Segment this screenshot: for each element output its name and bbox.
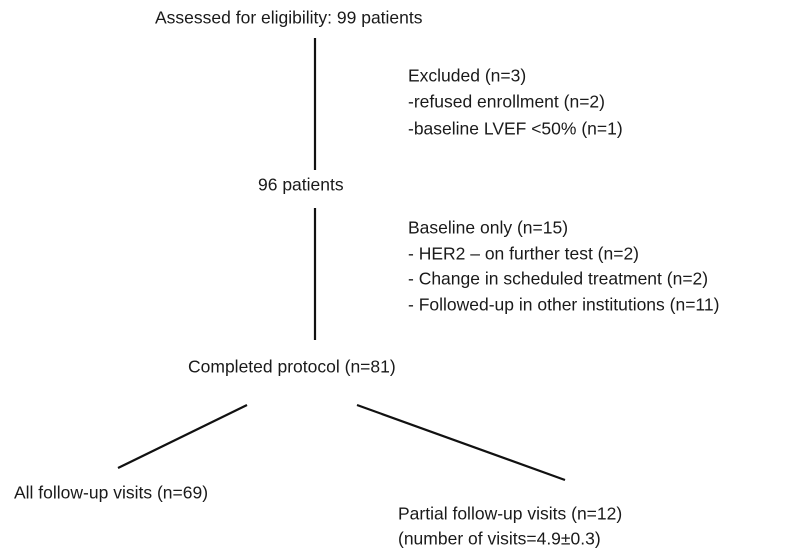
node-text: Baseline only (n=15) — [408, 218, 568, 238]
node-text: - Change in scheduled treatment (n=2) — [408, 269, 708, 289]
node-text: Completed protocol (n=81) — [188, 357, 396, 377]
connector — [117, 404, 248, 469]
node-text: Excluded (n=3) — [408, 66, 526, 86]
node-text: Assessed for eligibility: 99 patients — [155, 8, 423, 28]
node-text: 96 patients — [258, 175, 344, 195]
connector — [356, 403, 566, 482]
node-text: - Followed-up in other institutions (n=1… — [408, 295, 719, 315]
node-text: All follow-up visits (n=69) — [14, 483, 208, 503]
node-text: -refused enrollment (n=2) — [408, 92, 605, 112]
node-text: -baseline LVEF <50% (n=1) — [408, 119, 623, 139]
node-text: (number of visits=4.9±0.3) — [398, 529, 601, 549]
node-text: Partial follow-up visits (n=12) — [398, 504, 622, 524]
node-text: - HER2 – on further test (n=2) — [408, 244, 639, 264]
